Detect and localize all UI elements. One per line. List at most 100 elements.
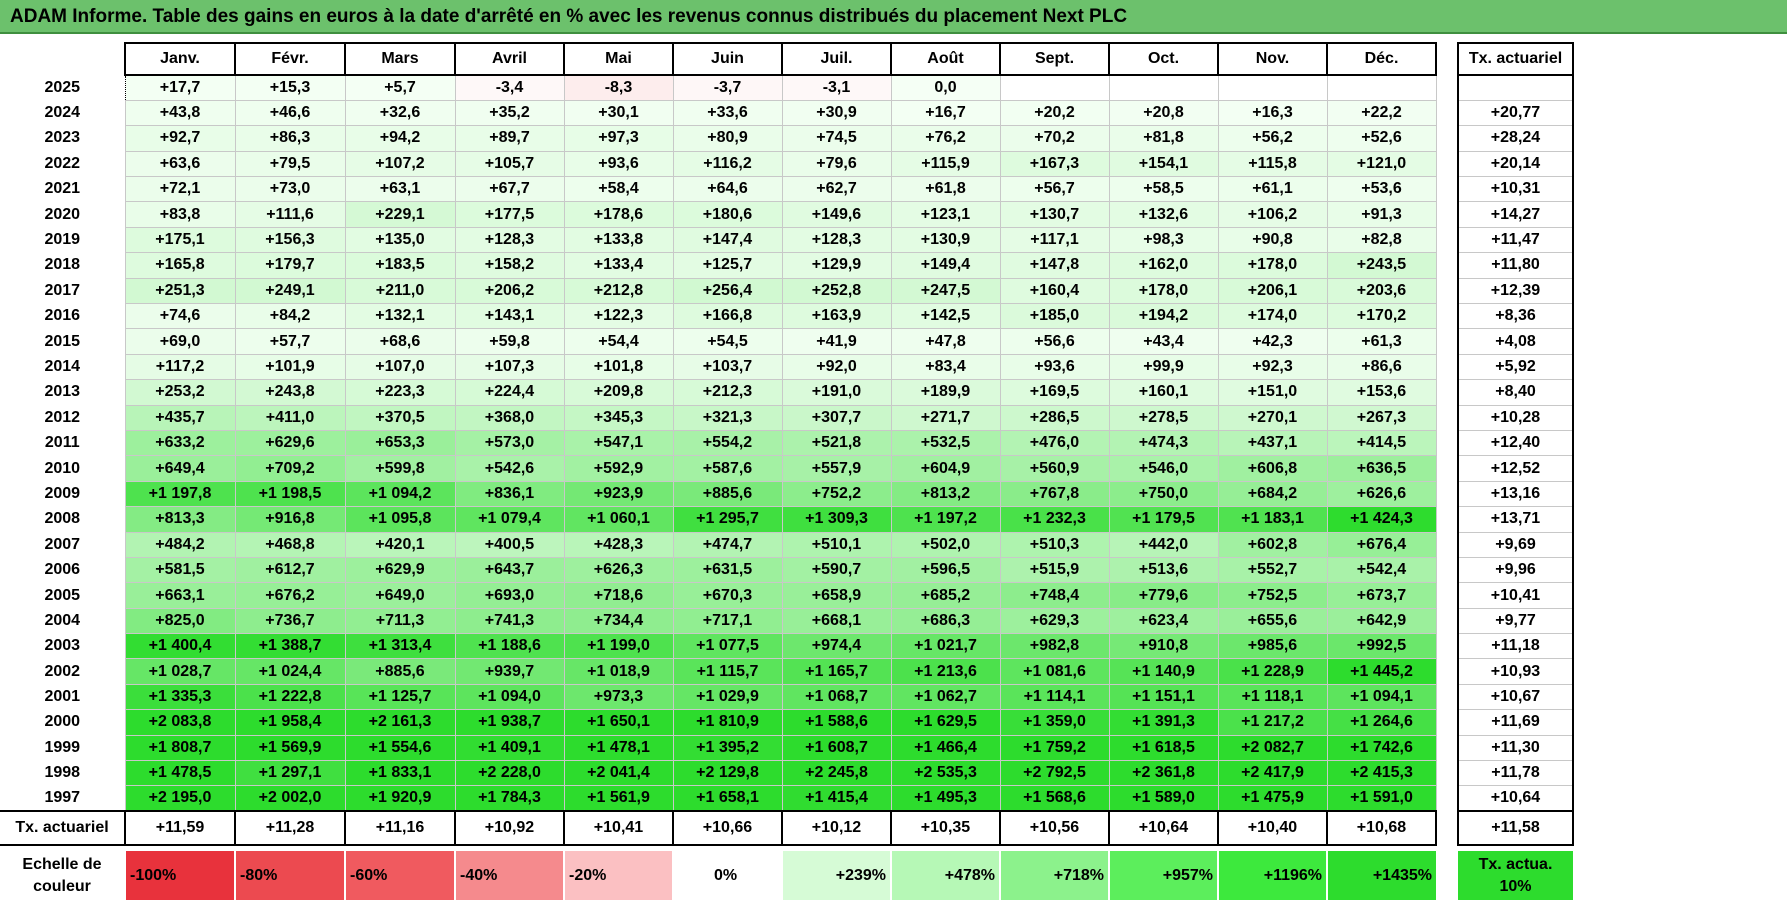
value-cell: +813,3 [124, 506, 236, 533]
value-cell: +825,0 [124, 607, 236, 635]
value-cell: +247,5 [890, 277, 1001, 305]
value-cell: +1 742,6 [1326, 734, 1437, 762]
color-scale-swatch: -20% [563, 851, 673, 901]
value-cell: +2 415,3 [1326, 760, 1437, 787]
value-cell: +101,8 [563, 353, 674, 381]
table-row: 1997 +2 195,0 +2 002,0 +1 920,9 +1 784,3 +1 5… [0, 785, 1574, 813]
value-cell: +599,8 [344, 455, 456, 482]
value-cell: +58,4 [563, 176, 674, 203]
value-cell: +629,6 [234, 429, 346, 457]
value-cell: +573,0 [454, 429, 565, 457]
value-cell: +1 415,4 [781, 785, 892, 812]
value-cell: +510,3 [999, 531, 1110, 558]
value-cell: +142,5 [890, 303, 1001, 330]
value-cell: +54,5 [672, 328, 783, 355]
value-cell: +149,6 [781, 201, 892, 228]
totals-label: Tx. actuariel [0, 810, 125, 847]
table-row: 2011 +633,2 +629,6 +653,3 +573,0 +547,1 +554,2… [0, 429, 1574, 457]
value-cell: +83,8 [124, 201, 236, 228]
value-cell: +414,5 [1326, 429, 1437, 457]
value-cell: +1 478,5 [124, 760, 236, 787]
value-cell: +420,1 [344, 531, 456, 558]
value-cell: +158,2 [454, 252, 565, 279]
value-cell: +2 792,5 [999, 760, 1110, 787]
value-cell [1108, 74, 1219, 101]
value-cell: +2 161,3 [344, 709, 456, 736]
table-row: 2004 +825,0 +736,7 +711,3 +741,3 +734,4 +717,1… [0, 607, 1574, 635]
value-cell: +1 568,6 [999, 785, 1110, 812]
totals-cell: +10,92 [454, 810, 565, 847]
month-header: Juin [672, 42, 783, 76]
value-cell: +56,6 [999, 328, 1110, 355]
value-cell: -3,1 [781, 74, 892, 101]
value-cell: +93,6 [563, 150, 674, 178]
value-cell: +1 466,4 [890, 734, 1001, 762]
value-cell: +81,8 [1108, 125, 1219, 152]
value-cell: +474,3 [1108, 429, 1219, 457]
value-cell: +117,1 [999, 226, 1110, 254]
value-cell: +916,8 [234, 506, 346, 533]
value-cell: +74,6 [124, 303, 236, 330]
spacer-cell [1436, 253, 1458, 278]
value-cell: +251,3 [124, 277, 236, 305]
table-row: 2006 +581,5 +612,7 +629,9 +643,7 +626,3 +631,5… [0, 556, 1574, 584]
value-cell: +1 217,2 [1217, 709, 1328, 736]
year-label: 2019 [44, 231, 81, 249]
value-cell: +1 199,0 [563, 633, 674, 660]
value-cell: +183,5 [344, 252, 456, 279]
year-label: 2015 [44, 332, 81, 350]
spacer-cell [1436, 329, 1458, 354]
value-cell: +46,6 [234, 99, 346, 127]
value-cell: +147,8 [999, 252, 1110, 279]
value-cell: +1 228,9 [1217, 658, 1328, 685]
totals-cell: +11,59 [124, 810, 236, 847]
annual-rate-cell: +12,39 [1457, 278, 1574, 305]
color-scale-swatch: +718% [999, 851, 1109, 901]
color-scale-swatch: +239% [781, 851, 891, 901]
year-label: 2023 [44, 129, 81, 147]
value-cell: +428,3 [563, 531, 674, 558]
spacer-cell [1436, 659, 1458, 684]
value-cell: +180,6 [672, 201, 783, 228]
year-label: 2010 [44, 459, 81, 477]
value-cell: 0,0 [890, 74, 1001, 101]
value-cell: +2 417,9 [1217, 760, 1328, 787]
spacer-cell [1436, 405, 1458, 430]
spacer-cell [1436, 583, 1458, 608]
value-cell: +58,5 [1108, 176, 1219, 203]
spacer-cell [1436, 710, 1458, 735]
table-row: 1999 +1 808,7 +1 569,9 +1 554,6 +1 409,1 +1 4… [0, 734, 1574, 762]
value-cell: +92,3 [1217, 353, 1328, 381]
value-cell: +130,7 [999, 201, 1110, 228]
table-row: 1998 +1 478,5 +1 297,1 +1 833,1 +2 228,0 +2 0… [0, 760, 1574, 787]
year-label: 2021 [44, 180, 81, 198]
value-cell: +177,5 [454, 201, 565, 228]
year-label: 2001 [44, 688, 81, 706]
value-cell: +212,8 [563, 277, 674, 305]
report-title: ADAM Informe. Table des gains en euros à… [0, 0, 1787, 34]
value-cell: +107,2 [344, 150, 456, 178]
color-scale-swatch: 0% [672, 851, 782, 901]
value-cell: +1 024,4 [234, 658, 346, 685]
value-cell: +56,7 [999, 176, 1110, 203]
value-cell: +554,2 [672, 429, 783, 457]
value-cell: +1 658,1 [672, 785, 783, 812]
annual-rate-cell: +12,40 [1457, 430, 1574, 457]
spacer-cell [1436, 304, 1458, 329]
value-cell: +83,4 [890, 353, 1001, 381]
value-cell: +209,8 [563, 379, 674, 406]
year-label: 2011 [44, 434, 80, 452]
value-cell: +69,0 [124, 328, 236, 355]
table-row: 2024 +43,8 +46,6 +32,6 +35,2 +30,1 +33,6 +30,9 +… [0, 99, 1574, 127]
value-cell: +130,9 [890, 226, 1001, 254]
value-cell: +278,5 [1108, 404, 1219, 431]
spacer-cell [1436, 684, 1458, 709]
year-label: 2020 [44, 205, 81, 223]
value-cell: +122,3 [563, 303, 674, 330]
month-header: Avril [454, 42, 565, 76]
value-cell: +223,3 [344, 379, 456, 406]
month-header: Oct. [1108, 42, 1219, 76]
annual-rate-cell: +11,47 [1457, 227, 1574, 254]
value-cell: +206,2 [454, 277, 565, 305]
value-cell: +643,7 [454, 556, 565, 584]
